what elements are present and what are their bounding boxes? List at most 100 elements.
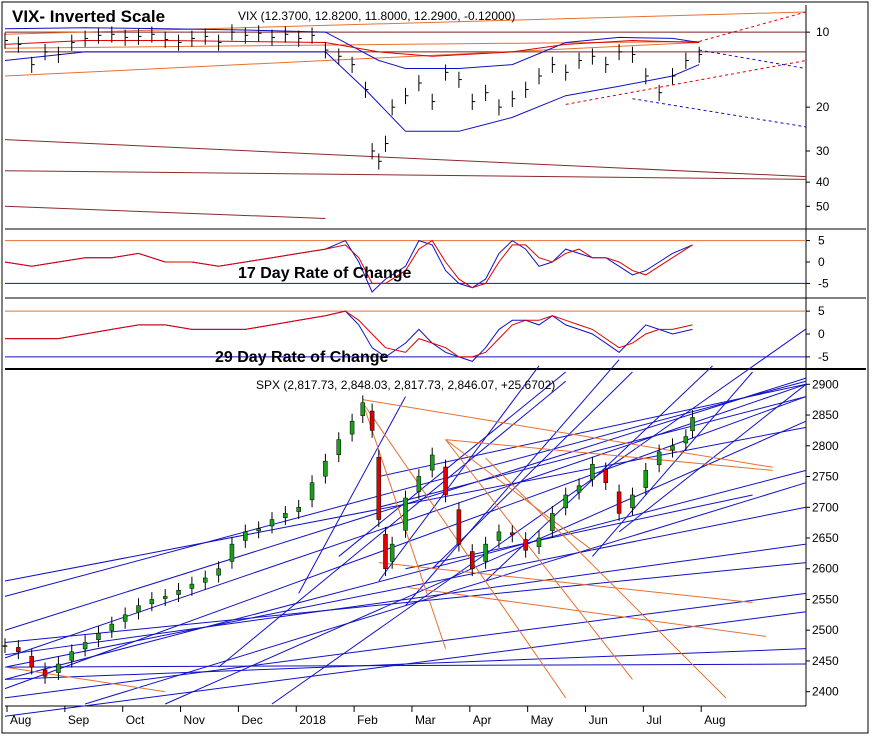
spx-blue-trend-line — [378, 396, 807, 508]
vix-trend-line — [699, 49, 807, 70]
spx-candle-body — [576, 485, 582, 493]
spx-orange-trend-line — [445, 439, 773, 471]
spx-candle-body — [656, 451, 662, 466]
x-tick-label: Nov — [184, 713, 205, 727]
spx-candle-body — [416, 476, 422, 492]
x-tick-label: Aug — [10, 713, 31, 727]
spx-candle-body — [510, 532, 515, 536]
vix-trend-lines — [4, 11, 807, 220]
vix-tick-label: 20 — [816, 100, 830, 114]
spx-blue-trend-line — [592, 371, 753, 557]
roc17-title: 17 Day Rate of Change — [238, 265, 411, 282]
vix-tick-label: 40 — [816, 175, 830, 189]
spx-tick-label: 2700 — [812, 500, 839, 514]
spx-blue-trend-line — [4, 543, 807, 656]
spx-candle-body — [523, 539, 528, 551]
roc17-tick-label: 0 — [818, 255, 825, 269]
spx-tick-label: 2800 — [812, 439, 839, 453]
spx-candle-body — [550, 513, 555, 531]
spx-blue-trend-line — [405, 494, 753, 570]
spx-candle-body — [309, 482, 315, 501]
spx-candle-body — [136, 605, 141, 613]
spx-candle-body — [403, 497, 408, 531]
x-tick-label: Aug — [704, 713, 725, 727]
vix-trend-line — [4, 170, 807, 180]
spx-blue-trend-line — [4, 592, 807, 699]
spx-subtitle: SPX (2,817.73, 2,848.03, 2,817.73, 2,846… — [256, 378, 555, 392]
roc29-tick-label: -5 — [818, 350, 829, 364]
spx-orange-trend-line — [445, 439, 593, 551]
spx-candle-body — [109, 623, 115, 631]
spx-candle-body — [189, 583, 195, 589]
spx-candles — [2, 395, 695, 684]
spx-blue-trend-line — [271, 328, 807, 705]
spx-candle-body — [162, 596, 168, 599]
spx-blue-trend-line — [378, 365, 540, 582]
vix-tick-label: 50 — [816, 199, 830, 213]
vix-tick-label: 10 — [816, 25, 830, 39]
spx-blue-trend-line — [4, 562, 807, 644]
spx-blue-trend-line — [84, 482, 807, 705]
x-tick-label: Jun — [589, 713, 608, 727]
spx-blue-trend-line — [405, 359, 620, 606]
spx-tick-label: 2500 — [812, 623, 839, 637]
vix-price-bars — [4, 24, 703, 170]
roc17-tick-label: -5 — [818, 276, 829, 290]
spx-blue-trend-line — [218, 380, 567, 668]
vix-lower-band — [4, 51, 700, 132]
roc29-tick-label: 0 — [818, 327, 825, 341]
spx-tick-label: 2600 — [812, 562, 839, 576]
x-axis: Aug Sep Oct Nov Dec 2018 Feb Mar Apr May Jun Jul Aug — [6, 706, 726, 727]
spx-blue-trend-line — [4, 380, 807, 597]
spx-candle-body — [69, 651, 74, 661]
spx-orange-trend-line — [378, 562, 753, 604]
spx-candle-body — [149, 599, 155, 605]
spx-candle-body — [496, 531, 502, 541]
vix-subtitle: VIX (12.3700, 12.8200, 11.8000, 12.2900,… — [238, 9, 515, 23]
spx-blue-trend-line — [618, 383, 807, 533]
spx-candle-body — [283, 513, 288, 518]
spx-tick-label: 2400 — [812, 685, 839, 699]
spx-candle-body — [683, 436, 689, 444]
spx-candle-body — [470, 551, 475, 569]
spx-candle-body — [122, 614, 128, 622]
spx-orange-trend-line — [445, 439, 633, 680]
x-tick-label: Sep — [68, 713, 90, 727]
spx-candle-body — [443, 466, 448, 496]
roc29-tick-label: 5 — [818, 304, 825, 318]
spx-candle-body — [323, 460, 328, 477]
vix-trend-line — [4, 205, 326, 220]
x-tick-label: Oct — [126, 713, 145, 727]
spx-blue-trend-line — [431, 371, 633, 570]
spx-candle-body — [216, 568, 221, 576]
vix-trend-line — [699, 11, 807, 42]
spx-candle-body — [389, 543, 395, 562]
spx-orange-trend-line — [485, 457, 727, 699]
vix-upper-band — [4, 27, 700, 69]
spx-candle-body — [269, 519, 275, 527]
spx-candle-body — [690, 417, 695, 432]
spx-tick-label: 2900 — [812, 377, 839, 391]
spx-candle-body — [203, 577, 208, 583]
spx-blue-trend-line — [4, 648, 807, 680]
spx-candle-body — [376, 456, 382, 520]
spx-candle-body — [643, 470, 649, 488]
spx-candle-body — [296, 507, 301, 512]
spx-candle-body — [82, 642, 88, 650]
spx-candle-body — [56, 663, 61, 673]
spx-candle-body — [383, 534, 388, 569]
spx-candle-body — [483, 543, 488, 562]
x-tick-label: 2018 — [299, 713, 326, 727]
spx-orange-trend-line — [362, 399, 773, 468]
x-tick-label: Jul — [646, 713, 661, 727]
vix-title: VIX- Inverted Scale — [12, 7, 165, 26]
spx-candle-body — [229, 543, 235, 562]
spx-tick-label: 2450 — [812, 654, 839, 668]
roc29-y-axis: 5 0 -5 — [806, 304, 829, 364]
spx-blue-trend-line — [4, 469, 807, 680]
spx-candle-body — [16, 647, 21, 652]
spx-candle-body — [349, 420, 355, 435]
roc17-tick-label: 5 — [818, 234, 825, 248]
